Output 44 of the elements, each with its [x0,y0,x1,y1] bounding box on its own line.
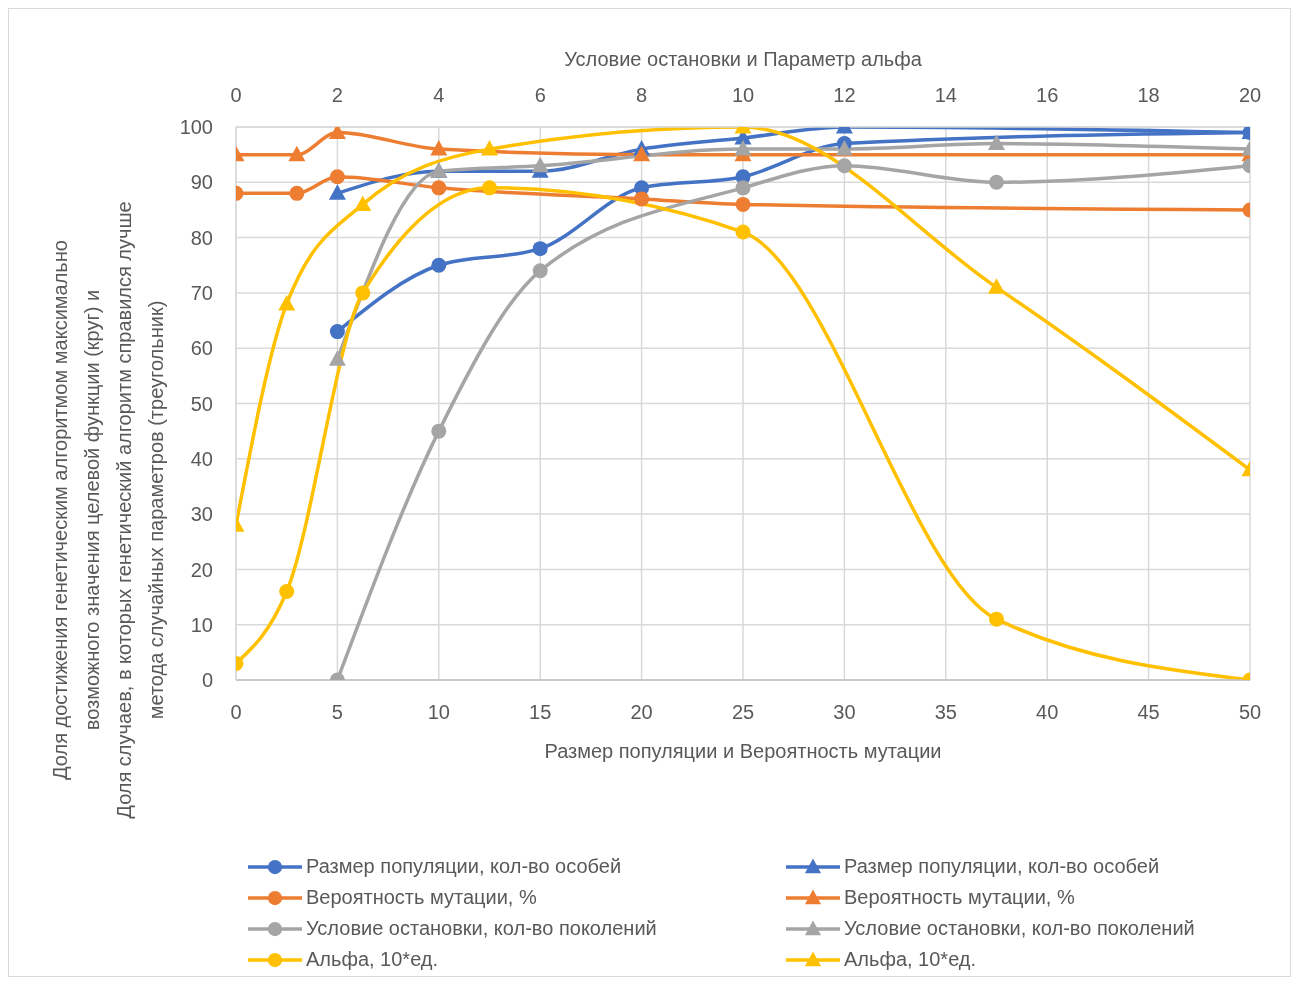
legend-label: Условие остановки, кол-во поколений [844,917,1195,940]
x-tick-label: 45 [1137,701,1160,724]
x2-tick-label: 10 [731,84,755,106]
y-tick-label: 30 [190,503,213,526]
x-tick-label: 0 [230,701,242,724]
legend-label: Размер популяции, кол-во особей [306,855,622,878]
legend-label: Условие остановки, кол-во поколений [306,917,657,940]
legend-label: Размер популяции, кол-во особей [844,855,1160,878]
y-tick-label: 50 [190,392,213,415]
x-axis-title: Размер популяции и Вероятность мутации [544,740,942,762]
x2-tick-label: 16 [1036,84,1059,106]
legend-label: Альфа, 10*ед. [306,948,439,971]
x2-tick-label: 8 [636,84,648,106]
x-tick-label: 5 [331,701,343,724]
y-tick-label: 90 [190,171,213,194]
y-tick-label: 100 [179,116,213,139]
x-tick-label: 25 [731,701,755,724]
y-tick-label: 20 [190,558,213,581]
x-tick-label: 10 [427,701,450,724]
y-tick-label: 70 [190,282,213,304]
y-tick-label: 80 [190,226,213,249]
x2-tick-label: 4 [433,84,445,106]
y-tick-label: 60 [190,337,213,360]
x2-tick-label: 0 [230,84,242,106]
x-tick-label: 35 [934,701,957,724]
legend-label: Вероятность мутации, % [844,886,1075,909]
y-tick-label: 40 [190,447,213,470]
x2-axis-title: Условие остановки и Параметр альфа [564,48,923,71]
y-tick-label: 0 [201,669,213,692]
x-tick-label: 30 [833,701,856,724]
y-tick-label: 10 [190,613,213,636]
x2-tick-label: 6 [534,84,546,106]
x2-tick-label: 18 [1137,84,1160,106]
x-tick-label: 15 [529,701,552,724]
legend-label: Вероятность мутации, % [306,886,537,909]
x-tick-label: 40 [1036,701,1059,724]
x2-tick-label: 12 [833,84,856,106]
x2-tick-label: 2 [331,84,343,106]
x2-tick-label: 20 [1238,84,1262,106]
y-axis-title: Доля достижения генетическим алгоритмом максимально возможного значения целевой функции (круг) и Доля случаев, в которых генетический алгоритм справился лучше метода случайных параметров (треугольник) [48,200,168,821]
x2-tick-label: 14 [934,84,957,106]
x-tick-label: 20 [630,701,653,724]
legend-label: Альфа, 10*ед. [844,948,977,971]
x-tick-label: 50 [1238,701,1262,724]
